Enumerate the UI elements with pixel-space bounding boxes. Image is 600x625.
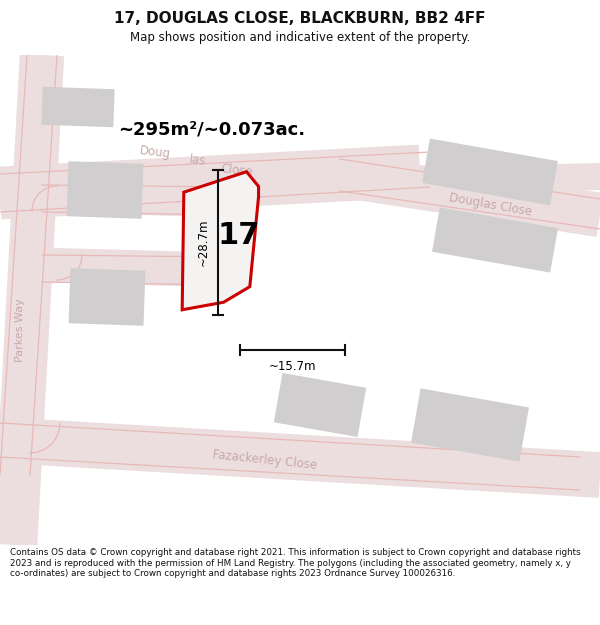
Text: las: las xyxy=(189,154,207,169)
Polygon shape xyxy=(411,388,529,462)
Text: ~15.7m: ~15.7m xyxy=(269,360,316,373)
Text: Map shows position and indicative extent of the property.: Map shows position and indicative extent… xyxy=(130,31,470,44)
Polygon shape xyxy=(432,208,558,272)
Text: Fazackerley Close: Fazackerley Close xyxy=(212,448,318,472)
Polygon shape xyxy=(41,87,115,128)
Text: Parkes Way: Parkes Way xyxy=(15,298,25,362)
Polygon shape xyxy=(182,172,259,310)
Polygon shape xyxy=(274,373,366,437)
Polygon shape xyxy=(67,161,143,219)
Polygon shape xyxy=(422,139,558,206)
Text: Close: Close xyxy=(220,162,254,178)
Text: Contains OS data © Crown copyright and database right 2021. This information is : Contains OS data © Crown copyright and d… xyxy=(10,548,580,578)
Polygon shape xyxy=(0,163,600,210)
Text: ~28.7m: ~28.7m xyxy=(197,219,210,266)
Text: 17, DOUGLAS CLOSE, BLACKBURN, BB2 4FF: 17, DOUGLAS CLOSE, BLACKBURN, BB2 4FF xyxy=(114,11,486,26)
Text: 17: 17 xyxy=(218,221,260,249)
Polygon shape xyxy=(68,268,145,326)
Text: Doug: Doug xyxy=(139,144,172,161)
Text: ~295m²/~0.073ac.: ~295m²/~0.073ac. xyxy=(118,121,305,139)
Text: Douglas Close: Douglas Close xyxy=(448,191,532,219)
